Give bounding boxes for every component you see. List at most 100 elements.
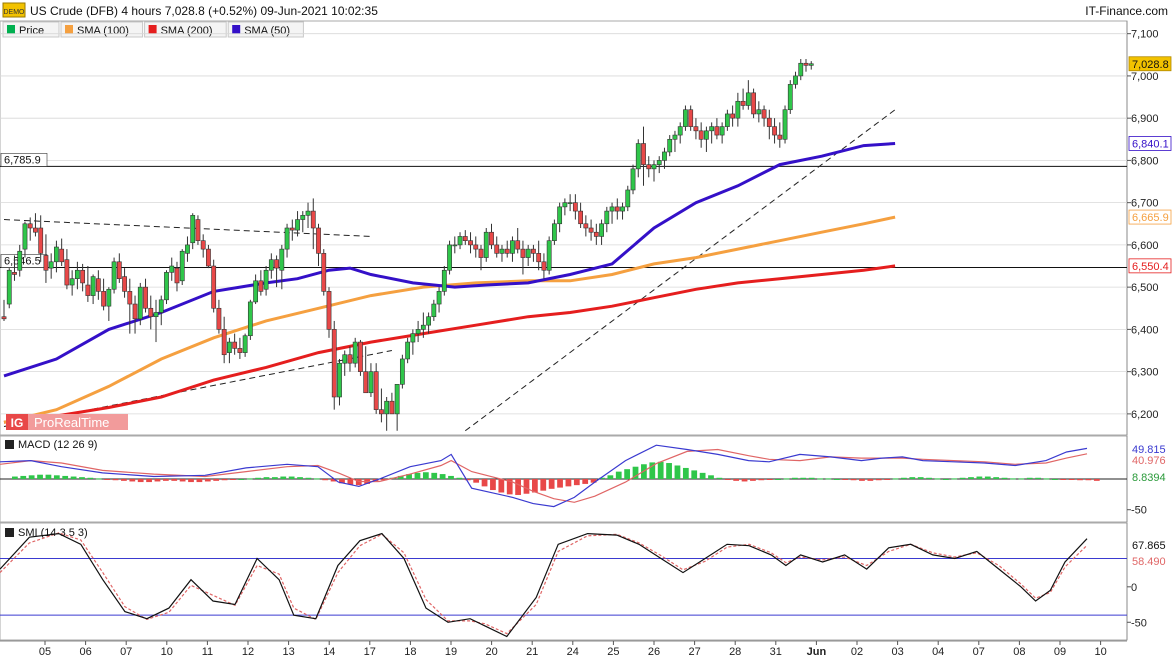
candle [525, 244, 531, 267]
macd-histogram-bar [456, 477, 463, 479]
candle [651, 160, 657, 182]
candle [132, 295, 138, 334]
macd-histogram-bar [313, 478, 320, 480]
demo-badge: DEMO [2, 2, 26, 18]
candle-body [263, 269, 269, 290]
candle [216, 299, 222, 334]
candle-body [242, 335, 248, 353]
candle-body [253, 280, 259, 303]
candle-body [17, 250, 23, 271]
candle [572, 194, 578, 220]
macd-value-box [1129, 442, 1171, 455]
last-value-label: 6,550.4 [1132, 261, 1169, 273]
macd-histogram-bar [590, 479, 597, 483]
candle [48, 253, 54, 279]
candle-body [48, 261, 54, 269]
smi-value-box [1129, 538, 1171, 551]
candle [420, 312, 426, 338]
smi-panel: -50 0 SMI (14 3 5 3) 67.865 58.490 [0, 522, 1171, 641]
candle [54, 240, 59, 273]
candle-body [761, 109, 767, 119]
sma50-line [3, 142, 896, 378]
candle [38, 215, 44, 262]
macd-histogram-bar [448, 475, 454, 479]
x-tick-label: 28 [729, 646, 741, 658]
x-tick-label: 20 [485, 646, 497, 658]
candle-body [284, 227, 290, 250]
candle-body [567, 202, 573, 204]
candle-body [258, 280, 264, 292]
macd-histogram-bar [1018, 478, 1025, 480]
candle [562, 198, 568, 216]
candle [745, 80, 751, 110]
macd-histogram-bar [1043, 478, 1050, 480]
macd-histogram-bar [271, 477, 278, 479]
candle [541, 253, 547, 279]
candle-body [625, 189, 631, 208]
macd-histogram-bar [783, 478, 790, 480]
x-tick-label: 05 [39, 646, 51, 658]
candle [441, 266, 447, 296]
candle-body [667, 138, 673, 153]
candle-body [289, 227, 295, 231]
y-tick-label: 7,000 [1131, 71, 1159, 83]
candle-body [562, 202, 568, 208]
x-tick-label: 24 [567, 646, 579, 658]
macd-histogram-bar [615, 471, 622, 479]
candle [803, 59, 809, 72]
candle [766, 109, 772, 140]
candle-body [237, 348, 243, 353]
candle-body [515, 240, 521, 250]
candle-body [641, 143, 646, 165]
macd-histogram-bar [691, 470, 698, 479]
macd-histogram-bar [808, 477, 815, 479]
candle-body [127, 291, 133, 305]
candle-body [756, 109, 762, 115]
y-tick-label: 6,400 [1131, 324, 1159, 336]
candle [373, 363, 379, 414]
candle-body [85, 284, 91, 296]
candle-body [227, 341, 232, 353]
candle-body [216, 307, 222, 330]
candle-body [200, 240, 206, 250]
candle [641, 126, 646, 186]
legend-item-box [227, 21, 304, 38]
candle-body [6, 269, 12, 305]
candle [206, 244, 211, 269]
candle [405, 337, 411, 364]
candle [751, 88, 756, 119]
candle [609, 202, 615, 224]
candle [90, 274, 96, 305]
macd-histogram-bar [490, 479, 496, 491]
candle-body [43, 255, 49, 271]
y-tick-label: 6,600 [1131, 240, 1159, 252]
panel-frame [0, 20, 1128, 436]
candle [499, 244, 505, 262]
macd-histogram-bar [791, 477, 798, 479]
candle-body [751, 92, 756, 115]
macd-histogram-bar [750, 479, 756, 481]
candle-body [179, 250, 185, 282]
candle-body [683, 109, 688, 127]
macd-histogram-bar [87, 477, 94, 479]
candle [662, 147, 667, 169]
macd-value-box [1129, 453, 1171, 466]
candle [646, 156, 652, 178]
level-label: 6,546.5 [4, 255, 41, 267]
x-tick-label: 07 [120, 646, 132, 658]
candle-body [583, 223, 589, 229]
candle [279, 244, 285, 290]
x-tick-label: 12 [242, 646, 254, 658]
macd-title: MACD (12 26 9) [18, 439, 97, 451]
macd-histogram-bar [238, 479, 245, 480]
macd-histogram-bar [833, 479, 840, 480]
candle [630, 164, 636, 195]
candle-body [394, 384, 400, 415]
candle [305, 202, 311, 228]
candle [614, 198, 620, 220]
macd-histogram-bar [632, 466, 639, 479]
x-tick-label: 25 [607, 646, 619, 658]
macd-histogram-bar [708, 475, 714, 479]
candle-body [766, 117, 772, 127]
candle [494, 236, 500, 258]
